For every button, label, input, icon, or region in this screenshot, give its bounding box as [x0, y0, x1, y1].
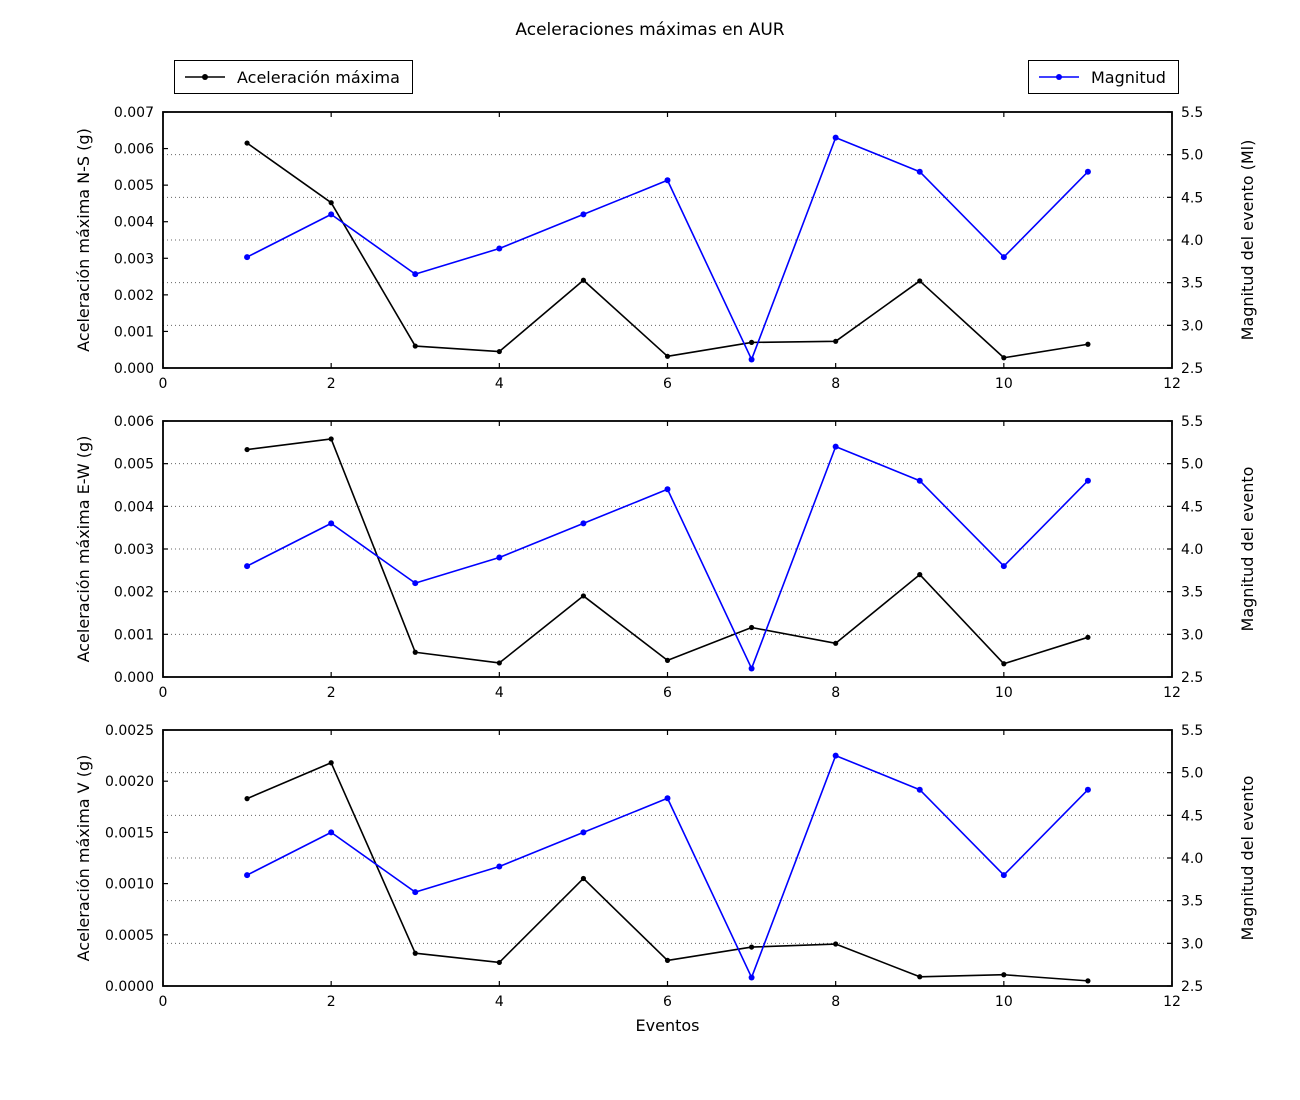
svg-text:10: 10: [995, 994, 1013, 1010]
svg-text:0.0005: 0.0005: [105, 928, 154, 944]
svg-text:3.5: 3.5: [1181, 276, 1203, 292]
svg-text:3.5: 3.5: [1181, 585, 1203, 601]
svg-text:6: 6: [663, 994, 672, 1010]
svg-text:0.006: 0.006: [114, 414, 154, 430]
svg-text:0.0000: 0.0000: [105, 979, 154, 995]
svg-text:12: 12: [1163, 376, 1181, 392]
plot-area-ns: 0 2 4 6 8 10 12 0.000 0.001 0.002 0.003 0.004 0.005 0…: [114, 105, 1203, 392]
svg-text:0.0015: 0.0015: [105, 825, 154, 841]
svg-text:2.5: 2.5: [1181, 670, 1203, 686]
svg-text:0.002: 0.002: [114, 585, 154, 601]
svg-text:5.5: 5.5: [1181, 105, 1203, 121]
legend-label-magnitud: Magnitud: [1091, 67, 1166, 87]
svg-text:5.0: 5.0: [1181, 457, 1203, 473]
svg-text:5.5: 5.5: [1181, 723, 1203, 739]
svg-text:8: 8: [831, 994, 840, 1010]
svg-text:0.001: 0.001: [114, 324, 154, 340]
svg-text:0.002: 0.002: [114, 288, 154, 304]
svg-text:0.000: 0.000: [114, 361, 154, 377]
svg-text:4: 4: [495, 685, 504, 701]
svg-text:2.5: 2.5: [1181, 361, 1203, 377]
svg-text:8: 8: [831, 376, 840, 392]
svg-text:0.003: 0.003: [114, 251, 154, 267]
svg-text:0.004: 0.004: [114, 215, 154, 231]
svg-text:3.5: 3.5: [1181, 894, 1203, 910]
plot-area-ew: 0 2 4 6 8 10 12 0.000 0.001 0.002 0.003 0.004 0.005 0…: [114, 414, 1203, 701]
svg-text:4.5: 4.5: [1181, 499, 1203, 515]
svg-text:2.5: 2.5: [1181, 979, 1203, 995]
svg-text:4.5: 4.5: [1181, 190, 1203, 206]
svg-text:0.005: 0.005: [114, 457, 154, 473]
svg-text:5.0: 5.0: [1181, 766, 1203, 782]
blue-line-marker-icon: [1039, 74, 1079, 80]
right-axis-label-ns: Magnitud del evento (Ml): [1238, 139, 1257, 341]
svg-text:6: 6: [663, 685, 672, 701]
svg-text:3.0: 3.0: [1181, 936, 1203, 952]
svg-text:0.004: 0.004: [114, 499, 154, 515]
svg-text:0.007: 0.007: [114, 105, 154, 121]
svg-text:5.5: 5.5: [1181, 414, 1203, 430]
right-axis-label-v: Magnitud del evento: [1238, 775, 1257, 941]
right-axis-label-ew: Magnitud del evento: [1238, 466, 1257, 632]
svg-text:0.0025: 0.0025: [105, 723, 154, 739]
svg-text:3.0: 3.0: [1181, 318, 1203, 334]
svg-text:0: 0: [159, 376, 168, 392]
x-axis-label: Eventos: [635, 1016, 700, 1035]
svg-text:0.003: 0.003: [114, 542, 154, 558]
svg-text:4.5: 4.5: [1181, 808, 1203, 824]
svg-text:4.0: 4.0: [1181, 542, 1203, 558]
svg-text:0: 0: [159, 994, 168, 1010]
svg-text:0.0010: 0.0010: [105, 877, 154, 893]
svg-text:0.005: 0.005: [114, 178, 154, 194]
svg-text:4.0: 4.0: [1181, 851, 1203, 867]
legend-label-aceleracion: Aceleración máxima: [237, 67, 400, 87]
legend-aceleracion-maxima: Aceleración máxima: [174, 60, 413, 94]
svg-text:4.0: 4.0: [1181, 233, 1203, 249]
svg-text:2: 2: [327, 685, 336, 701]
svg-text:0.006: 0.006: [114, 142, 154, 158]
svg-text:4: 4: [495, 994, 504, 1010]
plot-area-v: 0 2 4 6 8 10 12 0.0000 0.0005 0.0010 0.0015 0.0020 0…: [105, 723, 1203, 1010]
svg-text:10: 10: [995, 685, 1013, 701]
svg-text:12: 12: [1163, 994, 1181, 1010]
y-axis-label-ew: Aceleración máxima E-W (g): [74, 435, 93, 663]
svg-text:4: 4: [495, 376, 504, 392]
svg-text:2: 2: [327, 994, 336, 1010]
svg-text:5.0: 5.0: [1181, 148, 1203, 164]
svg-text:6: 6: [663, 376, 672, 392]
svg-text:10: 10: [995, 376, 1013, 392]
y-axis-label-v: Aceleración máxima V (g): [74, 754, 93, 962]
svg-text:3.0: 3.0: [1181, 627, 1203, 643]
svg-text:2: 2: [327, 376, 336, 392]
svg-text:12: 12: [1163, 685, 1181, 701]
legend-magnitud: Magnitud: [1028, 60, 1179, 94]
svg-text:0: 0: [159, 685, 168, 701]
svg-text:0.0020: 0.0020: [105, 774, 154, 790]
chart-title: Aceleraciones máximas en AUR: [515, 20, 785, 40]
svg-text:8: 8: [831, 685, 840, 701]
black-line-marker-icon: [185, 74, 225, 80]
svg-text:0.000: 0.000: [114, 670, 154, 686]
svg-text:0.001: 0.001: [114, 627, 154, 643]
y-axis-label-ns: Aceleración máxima N-S (g): [74, 128, 93, 352]
